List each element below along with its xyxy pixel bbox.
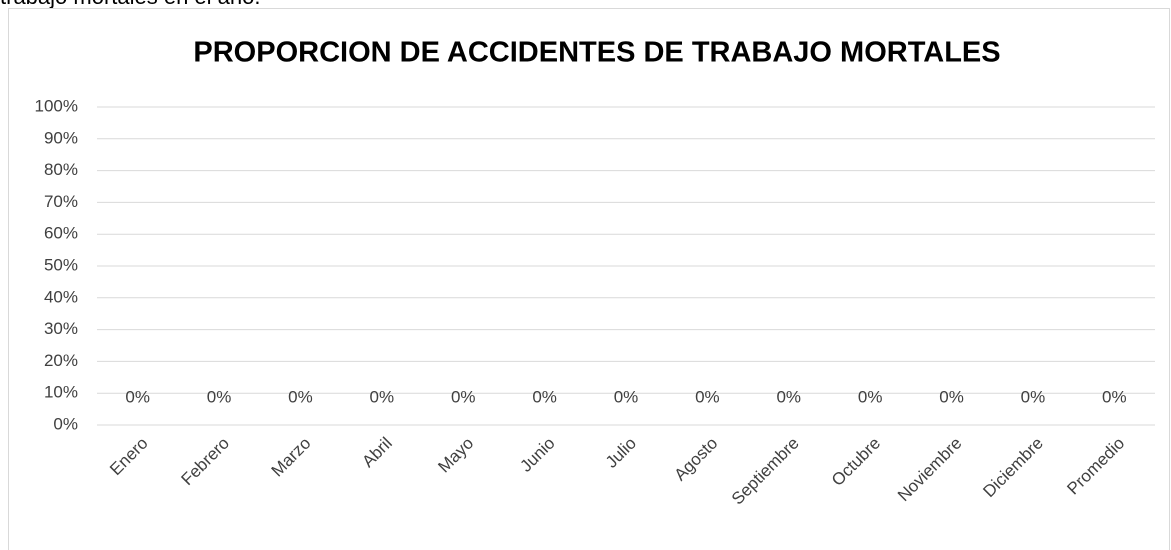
data-label: 0%: [858, 387, 883, 406]
data-label: 0%: [776, 387, 801, 406]
data-label: 0%: [1021, 387, 1046, 406]
data-label: 0%: [614, 387, 639, 406]
data-label: 0%: [288, 387, 313, 406]
data-label: 0%: [370, 387, 395, 406]
y-tick-label: 40%: [44, 287, 78, 306]
data-label: 0%: [939, 387, 964, 406]
y-tick-label: 30%: [44, 319, 78, 338]
y-tick-label: 10%: [44, 383, 78, 402]
y-tick-label: 0%: [53, 414, 78, 433]
data-label: 0%: [1102, 387, 1127, 406]
y-tick-label: 80%: [44, 160, 78, 179]
chart-title: PROPORCION DE ACCIDENTES DE TRABAJO MORT…: [193, 37, 1000, 69]
data-label: 0%: [207, 387, 232, 406]
data-label: 0%: [451, 387, 476, 406]
y-tick-label: 20%: [44, 351, 78, 370]
y-tick-label: 90%: [44, 128, 78, 147]
data-label: 0%: [532, 387, 557, 406]
y-tick-label: 100%: [35, 96, 78, 115]
chart-border: [8, 8, 1170, 550]
y-tick-label: 60%: [44, 224, 78, 243]
y-tick-label: 70%: [44, 192, 78, 211]
caption: trabajo mortales en el año.: [0, 0, 261, 9]
data-label: 0%: [125, 387, 150, 406]
y-tick-label: 50%: [44, 255, 78, 274]
data-label: 0%: [695, 387, 720, 406]
